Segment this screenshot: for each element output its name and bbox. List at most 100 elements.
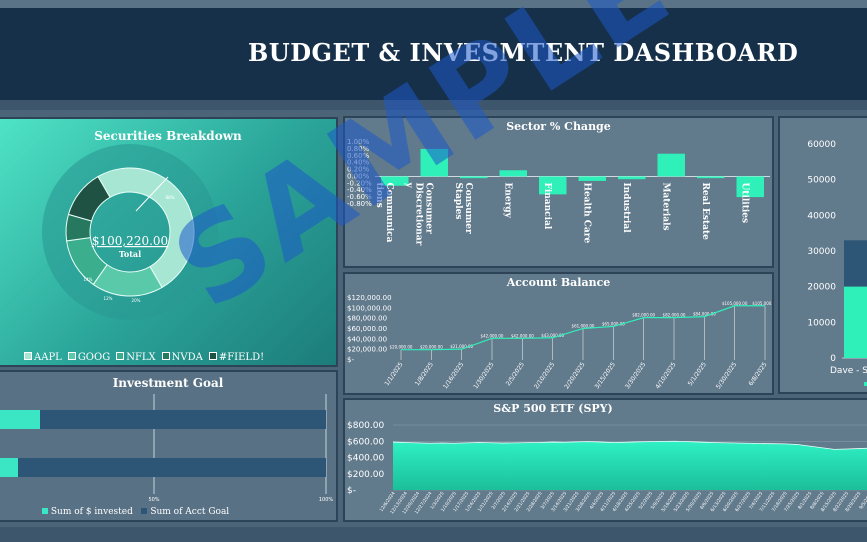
- sector-bar-5[interactable]: [578, 176, 607, 181]
- sector-ytick: 0.40%: [347, 159, 370, 167]
- legend-swatch-nflx: [116, 352, 125, 360]
- legend-label-goog[interactable]: GOOG: [77, 352, 111, 363]
- account-x-label: 5/1/2025: [687, 361, 708, 387]
- securities-legend: AAPL GOOG NFLX NVDA #FIELD!: [24, 352, 270, 363]
- dave-bar-upper[interactable]: [844, 240, 867, 287]
- spy-ytick: $200.00: [347, 470, 384, 480]
- sector-bar-6[interactable]: [618, 176, 646, 180]
- dave-ytick: 20000: [807, 283, 836, 293]
- dave-ytick: 30000: [807, 247, 836, 257]
- sector-ytick: -0.20%: [347, 179, 372, 187]
- spy-area-chart[interactable]: $800.00$600.00$400.00$200.00$-12/6/20241…: [345, 400, 867, 520]
- sector-ytick: 0.60%: [347, 152, 370, 160]
- sector-bar-4[interactable]: [539, 176, 567, 195]
- donut-slice-label: 14%: [84, 277, 93, 282]
- spy-ytick: $-: [347, 486, 356, 496]
- account-point-label: $65,000.00: [602, 321, 625, 326]
- legend-label-nflx[interactable]: NFLX: [126, 352, 156, 363]
- goal-bar-invested-1[interactable]: [0, 410, 40, 429]
- bottom-bar: [0, 527, 867, 542]
- sector-ytick: -0.40%: [347, 186, 372, 194]
- sector-bar-3[interactable]: [499, 170, 528, 177]
- account-point-label: $20,000.00: [390, 345, 413, 350]
- sector-category-label: Utilities: [739, 182, 749, 223]
- sector-category-label: Communications: [374, 182, 394, 242]
- donut-leader-line: [135, 176, 169, 212]
- investment-goal-panel[interactable]: Investment Goal 50% 100% Sum of $ invest…: [0, 370, 338, 522]
- spy-ytick: $600.00: [347, 437, 384, 447]
- account-line-chart[interactable]: $120,000.00 $100,000.00 $80,000.00 $60,000.…: [345, 274, 772, 393]
- dave-ytick: 0: [830, 354, 836, 364]
- securities-donut-chart[interactable]: 88%11%14%12%20% $100,220.00 Total: [0, 119, 336, 365]
- sector-category-label: ConsumerDiscretionary: [403, 181, 433, 245]
- legend-label-nvda[interactable]: NVDA: [171, 352, 203, 363]
- dave-ytick: 50000: [807, 176, 836, 186]
- sector-bar-chart[interactable]: 1.00%0.80%0.60%0.40%0.20%0.00%-0.20%-0.4…: [345, 118, 772, 266]
- sector-category-label: Health Care: [581, 182, 591, 243]
- sector-bar-2[interactable]: [460, 176, 488, 179]
- account-point-label: $21,000.00: [450, 344, 473, 349]
- sector-category-label: Energy: [502, 182, 512, 218]
- legend-swatch-nvda: [161, 352, 170, 360]
- sector-title: Sector % Change: [506, 120, 611, 133]
- account-balance-line[interactable]: [401, 305, 765, 351]
- legend-label-field[interactable]: #FIELD!: [218, 352, 265, 363]
- account-ytick: $40,000.00: [347, 335, 387, 343]
- securities-breakdown-panel[interactable]: Securities Breakdown 88%11%14%12%20% $10…: [0, 117, 338, 367]
- account-point-label: $20,000.00: [420, 345, 443, 350]
- sector-bar-8[interactable]: [697, 176, 725, 179]
- account-ytick: $20,000.00: [347, 346, 387, 354]
- account-ytick: $120,000.00: [347, 294, 392, 302]
- account-x-label: 5/30/2025: [715, 361, 738, 390]
- goal-bar-chart[interactable]: 50% 100%: [0, 372, 336, 520]
- goal-bar-acct-goal-2[interactable]: [0, 458, 326, 477]
- top-strip: [0, 0, 867, 8]
- sector-category-label: Real Estate: [700, 182, 710, 240]
- account-point-label: $82,000.00: [632, 313, 655, 318]
- sector-bar-0[interactable]: [381, 176, 409, 186]
- account-point-label: $42,000.00: [511, 333, 534, 338]
- legend-invested-label: Sum of $ invested: [50, 507, 133, 517]
- account-point-label: $105,000.00: [722, 301, 748, 306]
- spy-panel[interactable]: S&P 500 ETF (SPY) $800.00 $600.00 $400.00 $…: [343, 398, 867, 522]
- sector-ytick: -0.60%: [347, 193, 372, 201]
- spy-ytick: $400.00: [347, 454, 384, 464]
- goal-title: Investment Goal: [112, 376, 224, 390]
- account-ytick: $60,000.00: [347, 325, 387, 333]
- dave-bar-lower[interactable]: [844, 286, 867, 358]
- goal-axis-end-label: 100%: [319, 497, 334, 503]
- account-point-label: $82,000.00: [663, 313, 686, 318]
- securities-title: Securities Breakdown: [94, 129, 242, 143]
- dave-ytick: 40000: [807, 211, 836, 221]
- account-x-label: 3/30/2025: [624, 361, 647, 390]
- legend-label-aapl[interactable]: AAPL: [34, 352, 62, 363]
- donut-slice-aapl[interactable]: [97, 167, 195, 289]
- goal-bar-invested-2[interactable]: [0, 458, 18, 477]
- donut-slice-label: 88%: [166, 195, 175, 200]
- sector-bar-1[interactable]: [420, 148, 449, 177]
- account-ytick: $-: [347, 356, 354, 364]
- dashboard-title: BUDGET & INVESMTENT DASHBOARD: [248, 38, 799, 67]
- legend-goal-label: Sum of Acct Goal: [150, 507, 230, 517]
- goal-bar-acct-goal-1[interactable]: [0, 410, 326, 429]
- sector-category-label: ConsumerStaples: [453, 182, 473, 234]
- legend-swatch-field: [208, 352, 217, 360]
- sector-change-panel[interactable]: Sector % Change 1.00% 0.80% 0.60% 0.40% 0.20…: [343, 116, 774, 268]
- donut-slice-label: 12%: [104, 296, 113, 301]
- donut-slice-field[interactable]: [67, 175, 111, 222]
- legend-swatch-aapl: [24, 352, 32, 360]
- dave-bar-chart[interactable]: 60000 50000 40000 30000 20000 10000 0 Dave - S: [780, 118, 867, 392]
- account-x-label: 4/10/2025: [654, 361, 677, 390]
- donut-total-value: $100,220.00: [92, 234, 168, 248]
- account-x-label: 1/30/2025: [472, 361, 495, 390]
- account-x-label: 3/15/2025: [594, 361, 617, 390]
- spy-title: S&P 500 ETF (SPY): [493, 402, 613, 415]
- sector-bar-9[interactable]: [736, 176, 765, 198]
- dave-chart-panel[interactable]: 60000 50000 40000 30000 20000 10000 0 Dave - S: [778, 116, 867, 394]
- account-balance-panel[interactable]: Account Balance $120,000.00 $100,000.00 $8…: [343, 272, 774, 395]
- account-point-label: $43,000.00: [541, 333, 564, 338]
- spy-area[interactable]: [393, 441, 867, 490]
- sector-bar-7[interactable]: [657, 153, 686, 177]
- spy-ytick: $800.00: [347, 421, 384, 431]
- account-x-label: 2/5/2025: [505, 361, 526, 387]
